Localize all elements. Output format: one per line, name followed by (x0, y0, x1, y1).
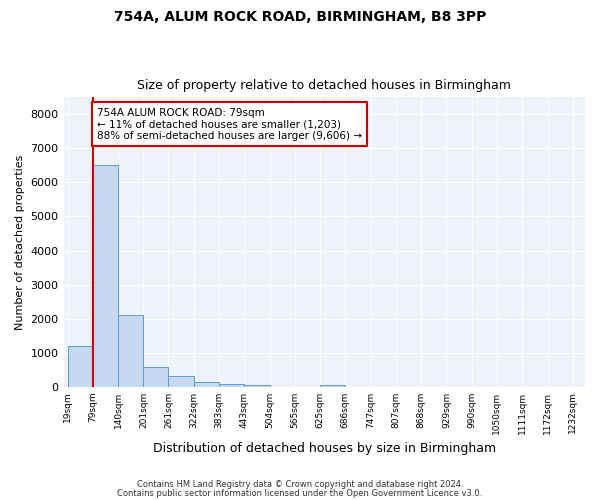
Bar (244, 385, 269, 386)
Text: 754A ALUM ROCK ROAD: 79sqm
← 11% of detached houses are smaller (1,203)
88% of s: 754A ALUM ROCK ROAD: 79sqm ← 11% of deta… (97, 108, 362, 140)
Bar (194, 382, 219, 386)
Title: Size of property relative to detached houses in Birmingham: Size of property relative to detached ho… (137, 79, 511, 92)
Bar (118, 315, 143, 386)
Text: 754A, ALUM ROCK ROAD, BIRMINGHAM, B8 3PP: 754A, ALUM ROCK ROAD, BIRMINGHAM, B8 3PP (114, 10, 486, 24)
Bar (169, 376, 194, 386)
Bar (143, 367, 169, 386)
Text: Contains public sector information licensed under the Open Government Licence v3: Contains public sector information licen… (118, 488, 482, 498)
Bar (219, 384, 244, 386)
Bar (92, 166, 118, 386)
Bar (68, 346, 92, 387)
Text: Contains HM Land Registry data © Crown copyright and database right 2024.: Contains HM Land Registry data © Crown c… (137, 480, 463, 489)
Bar (320, 384, 345, 386)
Y-axis label: Number of detached properties: Number of detached properties (15, 154, 25, 330)
X-axis label: Distribution of detached houses by size in Birmingham: Distribution of detached houses by size … (153, 442, 496, 455)
